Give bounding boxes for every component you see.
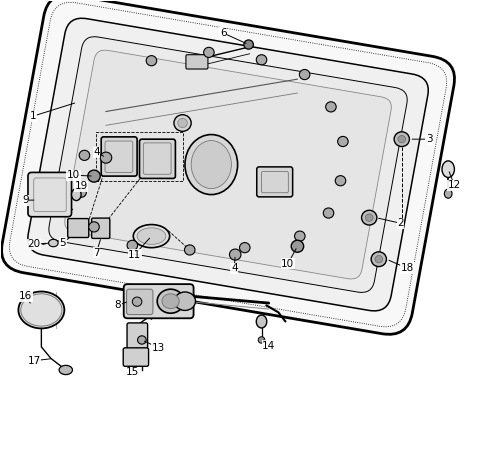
Ellipse shape xyxy=(291,240,304,252)
FancyBboxPatch shape xyxy=(49,37,407,293)
Ellipse shape xyxy=(398,136,406,143)
Text: 14: 14 xyxy=(262,341,276,351)
Ellipse shape xyxy=(204,47,214,57)
Ellipse shape xyxy=(365,214,373,221)
Ellipse shape xyxy=(258,337,265,343)
Text: 9: 9 xyxy=(22,195,29,205)
Ellipse shape xyxy=(325,102,336,112)
Text: 3: 3 xyxy=(426,134,432,144)
Ellipse shape xyxy=(146,56,157,66)
Ellipse shape xyxy=(162,294,179,308)
Ellipse shape xyxy=(323,208,334,218)
Text: 11: 11 xyxy=(128,250,141,260)
FancyBboxPatch shape xyxy=(140,139,175,178)
FancyBboxPatch shape xyxy=(28,172,72,217)
Ellipse shape xyxy=(48,239,58,247)
Ellipse shape xyxy=(178,119,187,128)
Ellipse shape xyxy=(133,225,169,248)
Ellipse shape xyxy=(295,231,305,241)
FancyBboxPatch shape xyxy=(127,289,153,314)
Text: 18: 18 xyxy=(401,263,414,274)
FancyBboxPatch shape xyxy=(124,284,193,318)
FancyBboxPatch shape xyxy=(1,0,455,334)
Ellipse shape xyxy=(100,152,112,163)
Ellipse shape xyxy=(444,189,452,198)
Text: 16: 16 xyxy=(19,291,32,301)
Ellipse shape xyxy=(337,137,348,147)
Ellipse shape xyxy=(174,115,191,131)
FancyBboxPatch shape xyxy=(28,18,428,311)
Ellipse shape xyxy=(185,135,238,194)
Ellipse shape xyxy=(371,252,386,267)
Ellipse shape xyxy=(335,175,346,186)
Ellipse shape xyxy=(256,315,267,328)
Text: 15: 15 xyxy=(126,367,139,377)
Text: 7: 7 xyxy=(93,248,100,258)
Ellipse shape xyxy=(137,228,166,244)
Ellipse shape xyxy=(442,161,455,177)
Text: 2: 2 xyxy=(397,218,404,228)
Ellipse shape xyxy=(127,240,138,250)
Text: 6: 6 xyxy=(220,28,227,38)
Text: 8: 8 xyxy=(115,300,121,310)
Text: 19: 19 xyxy=(74,181,88,191)
Ellipse shape xyxy=(394,132,409,147)
FancyBboxPatch shape xyxy=(257,167,293,197)
FancyBboxPatch shape xyxy=(65,50,391,279)
Ellipse shape xyxy=(300,69,310,80)
Ellipse shape xyxy=(361,210,377,225)
Ellipse shape xyxy=(59,365,72,375)
Ellipse shape xyxy=(79,150,90,160)
FancyBboxPatch shape xyxy=(127,323,148,349)
Ellipse shape xyxy=(229,249,241,260)
Text: 17: 17 xyxy=(27,356,41,366)
FancyBboxPatch shape xyxy=(68,219,89,238)
FancyBboxPatch shape xyxy=(123,348,149,366)
Ellipse shape xyxy=(240,243,250,253)
Text: 10: 10 xyxy=(281,259,294,269)
Ellipse shape xyxy=(157,289,184,313)
Ellipse shape xyxy=(184,245,195,255)
FancyBboxPatch shape xyxy=(101,137,137,176)
Text: 20: 20 xyxy=(28,239,41,250)
Text: 13: 13 xyxy=(152,343,165,353)
Ellipse shape xyxy=(132,297,142,307)
Ellipse shape xyxy=(89,222,99,232)
Text: 12: 12 xyxy=(448,181,461,190)
Ellipse shape xyxy=(174,292,195,310)
Ellipse shape xyxy=(256,55,267,65)
Text: 10: 10 xyxy=(67,170,80,180)
Text: 4: 4 xyxy=(231,263,238,274)
FancyBboxPatch shape xyxy=(186,55,208,69)
Ellipse shape xyxy=(18,292,64,328)
Ellipse shape xyxy=(88,170,100,182)
Ellipse shape xyxy=(72,188,81,200)
FancyBboxPatch shape xyxy=(92,218,110,238)
Ellipse shape xyxy=(191,141,231,188)
Ellipse shape xyxy=(76,187,86,197)
Ellipse shape xyxy=(138,336,146,344)
Ellipse shape xyxy=(375,256,383,263)
Text: 5: 5 xyxy=(60,238,66,248)
Text: 4: 4 xyxy=(93,147,100,157)
Ellipse shape xyxy=(244,40,253,49)
Text: 1: 1 xyxy=(30,111,36,121)
